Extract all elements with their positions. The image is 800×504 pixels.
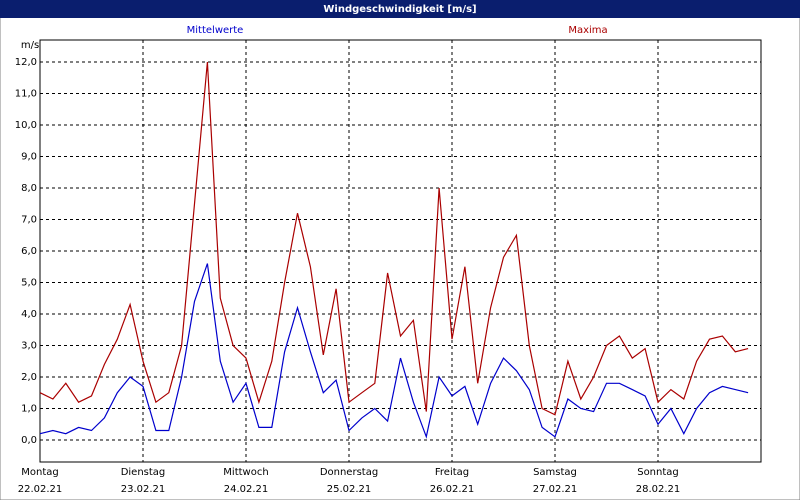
y-tick-label: 6,0 <box>21 246 37 257</box>
y-tick-label: 7,0 <box>21 215 37 226</box>
y-tick-label: 8,0 <box>21 183 37 194</box>
x-tick-label: Samstag <box>533 467 577 478</box>
x-tick-label: Freitag <box>435 467 469 478</box>
y-tick-label: 11,0 <box>15 89 37 100</box>
y-tick-label: 5,0 <box>21 277 37 288</box>
x-tick-date: 25.02.21 <box>327 484 372 495</box>
series-line <box>39 61 749 416</box>
x-tick-date: 22.02.21 <box>18 484 63 495</box>
legend-label: Maxima <box>568 25 607 36</box>
y-tick-label: 3,0 <box>21 340 37 351</box>
y-tick-label: 2,0 <box>21 372 37 383</box>
x-tick-label: Montag <box>21 467 58 478</box>
x-tick-date: 27.02.21 <box>533 484 578 495</box>
x-tick-label: Dienstag <box>121 467 166 478</box>
x-tick-label: Sonntag <box>637 467 679 478</box>
series-line <box>39 263 749 439</box>
x-tick-date: 28.02.21 <box>636 484 681 495</box>
y-tick-label: 0,0 <box>21 435 37 446</box>
title-bar <box>0 0 800 18</box>
x-tick-date: 26.02.21 <box>430 484 475 495</box>
y-tick-label: 10,0 <box>15 120 37 131</box>
x-tick-label: Donnerstag <box>320 467 378 478</box>
y-unit: m/s <box>21 40 39 51</box>
x-tick-label: Mittwoch <box>223 467 268 478</box>
x-tick-date: 24.02.21 <box>224 484 269 495</box>
chart-title: Windgeschwindigkeit [m/s] <box>323 4 476 15</box>
y-tick-label: 9,0 <box>21 152 37 163</box>
y-tick-label: 12,0 <box>15 57 37 68</box>
legend-label: Mittelwerte <box>187 25 244 36</box>
y-tick-label: 4,0 <box>21 309 37 320</box>
x-tick-date: 23.02.21 <box>121 484 166 495</box>
y-tick-label: 1,0 <box>21 403 37 414</box>
